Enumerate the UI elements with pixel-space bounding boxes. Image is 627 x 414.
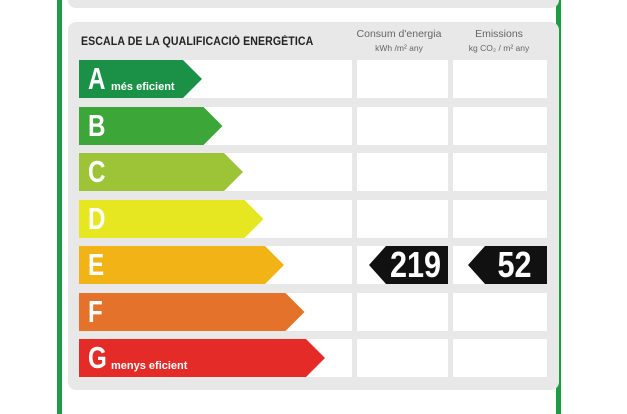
rating-letter: A — [88, 61, 106, 96]
emissions-result-badge: 52 — [468, 246, 547, 284]
emissions-cell — [453, 339, 547, 377]
scale-title: ESCALA DE LA QUALIFICACIÓ ENERGÈTICA — [81, 36, 314, 48]
rating-row-b: B — [79, 106, 552, 145]
emissions-cell — [453, 199, 547, 238]
rating-sublabel: menys eficient — [111, 360, 188, 372]
consum-result-badge-value: 219 — [389, 244, 442, 285]
emissions-cell — [453, 153, 547, 191]
rating-row-e: E 219 52 — [79, 246, 552, 284]
emissions-cell — [453, 292, 547, 331]
consum-result-badge: 219 — [369, 246, 448, 284]
rating-sublabel: més eficient — [111, 81, 175, 93]
emissions-label: Emissions — [475, 28, 523, 40]
emissions-cell — [453, 60, 547, 98]
consum-unit: kWh /m² any — [375, 43, 423, 53]
consum-cell — [357, 199, 448, 238]
consum-cell — [357, 292, 448, 331]
consum-cell — [357, 106, 448, 145]
rating-arrow-d: D — [79, 199, 264, 238]
emissions-cell — [453, 106, 547, 145]
rating-row-f: F — [79, 292, 552, 331]
rating-letter: F — [88, 293, 103, 329]
consum-cell — [357, 153, 448, 191]
emissions-column-header: Emissions kg CO₂ / m² any — [453, 27, 545, 55]
rating-arrow-c: C — [79, 153, 243, 191]
rating-row-c: C — [79, 153, 552, 191]
top-panel — [68, 0, 559, 8]
rating-letter: B — [88, 107, 106, 143]
consum-column-header: Consum d'energia kWh /m² any — [355, 27, 443, 55]
rating-letter: G — [88, 340, 107, 375]
rating-letter: C — [88, 154, 106, 189]
rating-arrow-e: E — [79, 246, 284, 284]
emissions-unit: kg CO₂ / m² any — [468, 43, 530, 53]
consum-cell — [357, 339, 448, 377]
rating-letter: D — [88, 200, 106, 236]
rating-row-d: D — [79, 199, 552, 238]
rating-arrow-f: F — [79, 292, 305, 331]
rating-arrow-b: B — [79, 106, 223, 145]
rating-letter: E — [88, 247, 105, 282]
emissions-result-badge-value: 52 — [497, 244, 532, 285]
consum-cell — [357, 60, 448, 98]
consum-label: Consum d'energia — [356, 28, 442, 40]
